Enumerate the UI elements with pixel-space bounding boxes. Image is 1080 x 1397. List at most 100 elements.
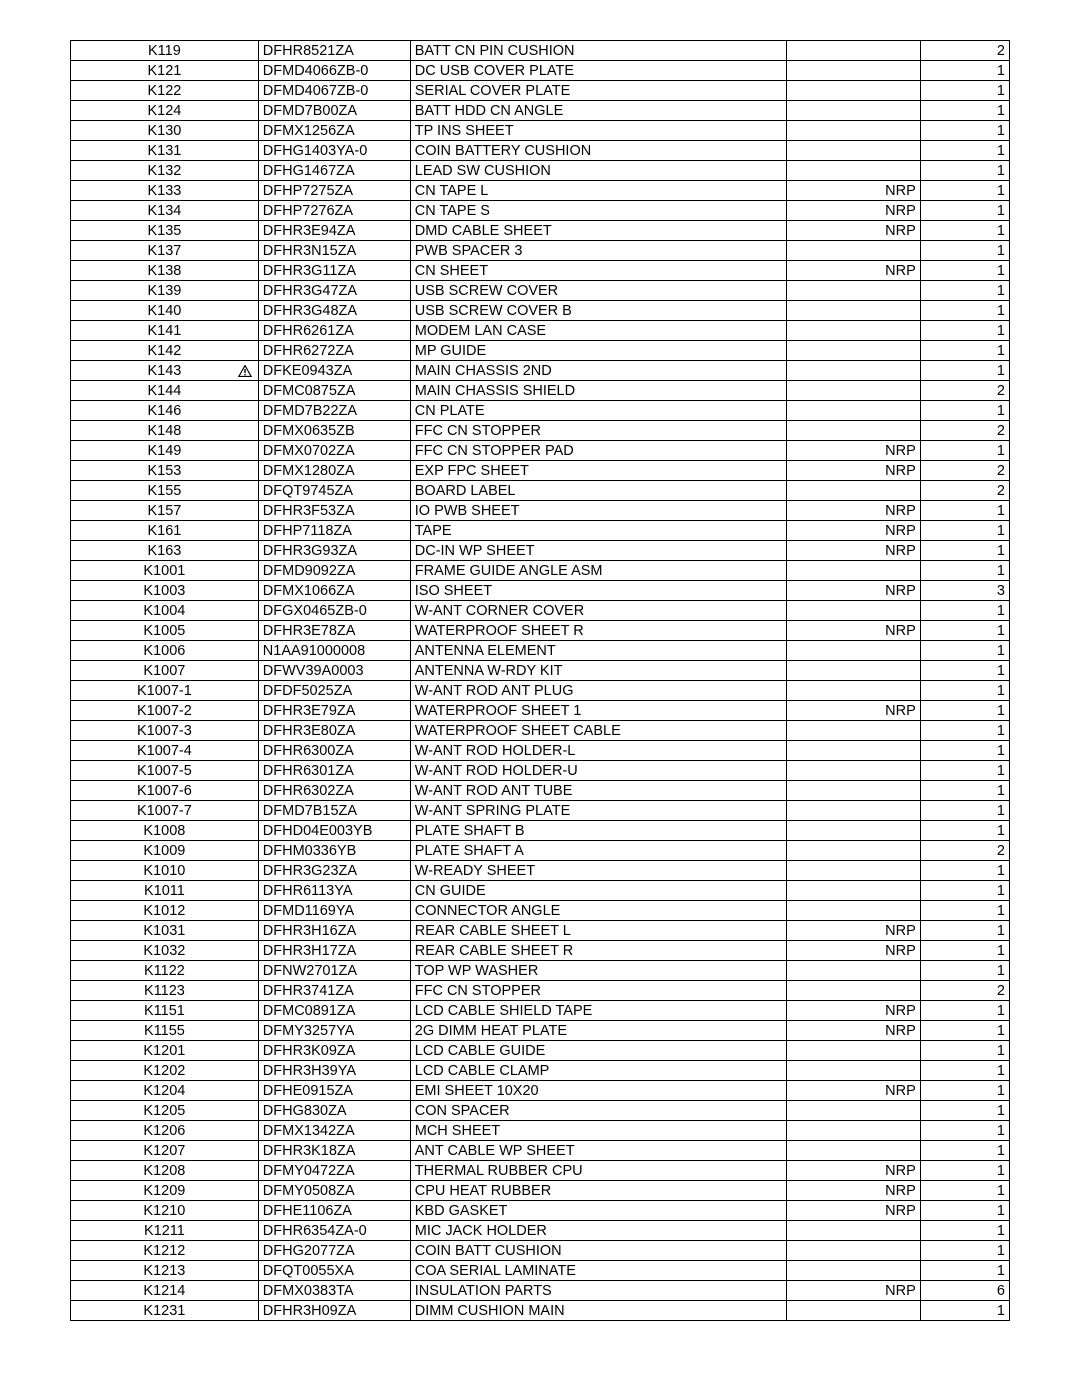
ref-cell: K1004 xyxy=(71,601,259,621)
ref-cell: K163 xyxy=(71,541,259,561)
note-cell: NRP xyxy=(786,921,920,941)
description-cell: BATT HDD CN ANGLE xyxy=(410,101,786,121)
part-number-cell: DFHR3K09ZA xyxy=(258,1041,410,1061)
description-cell: COIN BATT CUSHION xyxy=(410,1241,786,1261)
table-row: K142DFHR6272ZAMP GUIDE1 xyxy=(71,341,1010,361)
part-number-cell: DFHR8521ZA xyxy=(258,41,410,61)
part-number-cell: DFHG2077ZA xyxy=(258,1241,410,1261)
note-cell xyxy=(786,361,920,381)
part-number-cell: DFHR3741ZA xyxy=(258,981,410,1001)
note-cell xyxy=(786,121,920,141)
note-cell xyxy=(786,1261,920,1281)
note-cell xyxy=(786,721,920,741)
qty-cell: 1 xyxy=(920,901,1009,921)
part-number-cell: DFHR3E79ZA xyxy=(258,701,410,721)
note-cell: NRP xyxy=(786,541,920,561)
note-cell xyxy=(786,1221,920,1241)
part-number-cell: DFHR6300ZA xyxy=(258,741,410,761)
description-cell: COA SERIAL LAMINATE xyxy=(410,1261,786,1281)
table-row: K1208DFMY0472ZATHERMAL RUBBER CPUNRP1 xyxy=(71,1161,1010,1181)
qty-cell: 1 xyxy=(920,521,1009,541)
ref-cell: K146 xyxy=(71,401,259,421)
qty-cell: 1 xyxy=(920,221,1009,241)
ref-cell: K1122 xyxy=(71,961,259,981)
part-number-cell: DFQT0055XA xyxy=(258,1261,410,1281)
ref-cell: K1001 xyxy=(71,561,259,581)
description-cell: DIMM CUSHION MAIN xyxy=(410,1301,786,1321)
note-cell xyxy=(786,841,920,861)
ref-cell: K143 xyxy=(71,361,259,381)
ref-cell: K1208 xyxy=(71,1161,259,1181)
qty-cell: 1 xyxy=(920,161,1009,181)
table-row: K1007-2DFHR3E79ZAWATERPROOF SHEET 1NRP1 xyxy=(71,701,1010,721)
description-cell: MODEM LAN CASE xyxy=(410,321,786,341)
part-number-cell: DFMY0508ZA xyxy=(258,1181,410,1201)
table-row: K135DFHR3E94ZADMD CABLE SHEETNRP1 xyxy=(71,221,1010,241)
description-cell: MAIN CHASSIS 2ND xyxy=(410,361,786,381)
description-cell: WATERPROOF SHEET 1 xyxy=(410,701,786,721)
part-number-cell: DFHG830ZA xyxy=(258,1101,410,1121)
description-cell: FFC CN STOPPER PAD xyxy=(410,441,786,461)
description-cell: MP GUIDE xyxy=(410,341,786,361)
table-row: K1007-7DFMD7B15ZAW-ANT SPRING PLATE1 xyxy=(71,801,1010,821)
part-number-cell: DFMC0875ZA xyxy=(258,381,410,401)
note-cell xyxy=(786,601,920,621)
table-row: K1010DFHR3G23ZAW-READY SHEET1 xyxy=(71,861,1010,881)
description-cell: LCD CABLE SHIELD TAPE xyxy=(410,1001,786,1021)
note-cell xyxy=(786,1241,920,1261)
part-number-cell: DFHP7276ZA xyxy=(258,201,410,221)
note-cell xyxy=(786,1141,920,1161)
part-number-cell: DFMD4066ZB-0 xyxy=(258,61,410,81)
note-cell xyxy=(786,661,920,681)
ref-cell: K1007-3 xyxy=(71,721,259,741)
description-cell: MCH SHEET xyxy=(410,1121,786,1141)
table-row: K131DFHG1403YA-0COIN BATTERY CUSHION1 xyxy=(71,141,1010,161)
qty-cell: 2 xyxy=(920,461,1009,481)
note-cell xyxy=(786,821,920,841)
part-number-cell: DFHR3H16ZA xyxy=(258,921,410,941)
qty-cell: 1 xyxy=(920,621,1009,641)
ref-cell: K161 xyxy=(71,521,259,541)
table-row: K1213DFQT0055XACOA SERIAL LAMINATE1 xyxy=(71,1261,1010,1281)
description-cell: W-ANT SPRING PLATE xyxy=(410,801,786,821)
description-cell: USB SCREW COVER B xyxy=(410,301,786,321)
note-cell xyxy=(786,901,920,921)
description-cell: TAPE xyxy=(410,521,786,541)
description-cell: CONNECTOR ANGLE xyxy=(410,901,786,921)
ref-cell: K1213 xyxy=(71,1261,259,1281)
ref-cell: K1206 xyxy=(71,1121,259,1141)
table-row: K1122DFNW2701ZATOP WP WASHER1 xyxy=(71,961,1010,981)
parts-table: K119DFHR8521ZABATT CN PIN CUSHION2K121DF… xyxy=(70,40,1010,1321)
qty-cell: 1 xyxy=(920,941,1009,961)
part-number-cell: DFKE0943ZA xyxy=(258,361,410,381)
part-number-cell: DFHR3N15ZA xyxy=(258,241,410,261)
ref-cell: K135 xyxy=(71,221,259,241)
qty-cell: 1 xyxy=(920,1221,1009,1241)
note-cell xyxy=(786,781,920,801)
qty-cell: 1 xyxy=(920,961,1009,981)
ref-cell: K138 xyxy=(71,261,259,281)
table-row: K153DFMX1280ZAEXP FPC SHEETNRP2 xyxy=(71,461,1010,481)
description-cell: W-ANT ROD ANT PLUG xyxy=(410,681,786,701)
table-row: K1211DFHR6354ZA-0MIC JACK HOLDER1 xyxy=(71,1221,1010,1241)
note-cell: NRP xyxy=(786,461,920,481)
description-cell: TP INS SHEET xyxy=(410,121,786,141)
note-cell xyxy=(786,401,920,421)
ref-cell: K1209 xyxy=(71,1181,259,1201)
ref-cell: K139 xyxy=(71,281,259,301)
table-row: K1007-6DFHR6302ZAW-ANT ROD ANT TUBE1 xyxy=(71,781,1010,801)
table-row: K1005DFHR3E78ZAWATERPROOF SHEET RNRP1 xyxy=(71,621,1010,641)
qty-cell: 1 xyxy=(920,201,1009,221)
table-row: K134DFHP7276ZACN TAPE SNRP1 xyxy=(71,201,1010,221)
qty-cell: 1 xyxy=(920,821,1009,841)
note-cell xyxy=(786,881,920,901)
description-cell: EMI SHEET 10X20 xyxy=(410,1081,786,1101)
qty-cell: 1 xyxy=(920,601,1009,621)
note-cell xyxy=(786,1121,920,1141)
part-number-cell: DFHR3G11ZA xyxy=(258,261,410,281)
note-cell: NRP xyxy=(786,1021,920,1041)
note-cell xyxy=(786,321,920,341)
ref-cell: K1155 xyxy=(71,1021,259,1041)
ref-cell: K121 xyxy=(71,61,259,81)
note-cell xyxy=(786,681,920,701)
